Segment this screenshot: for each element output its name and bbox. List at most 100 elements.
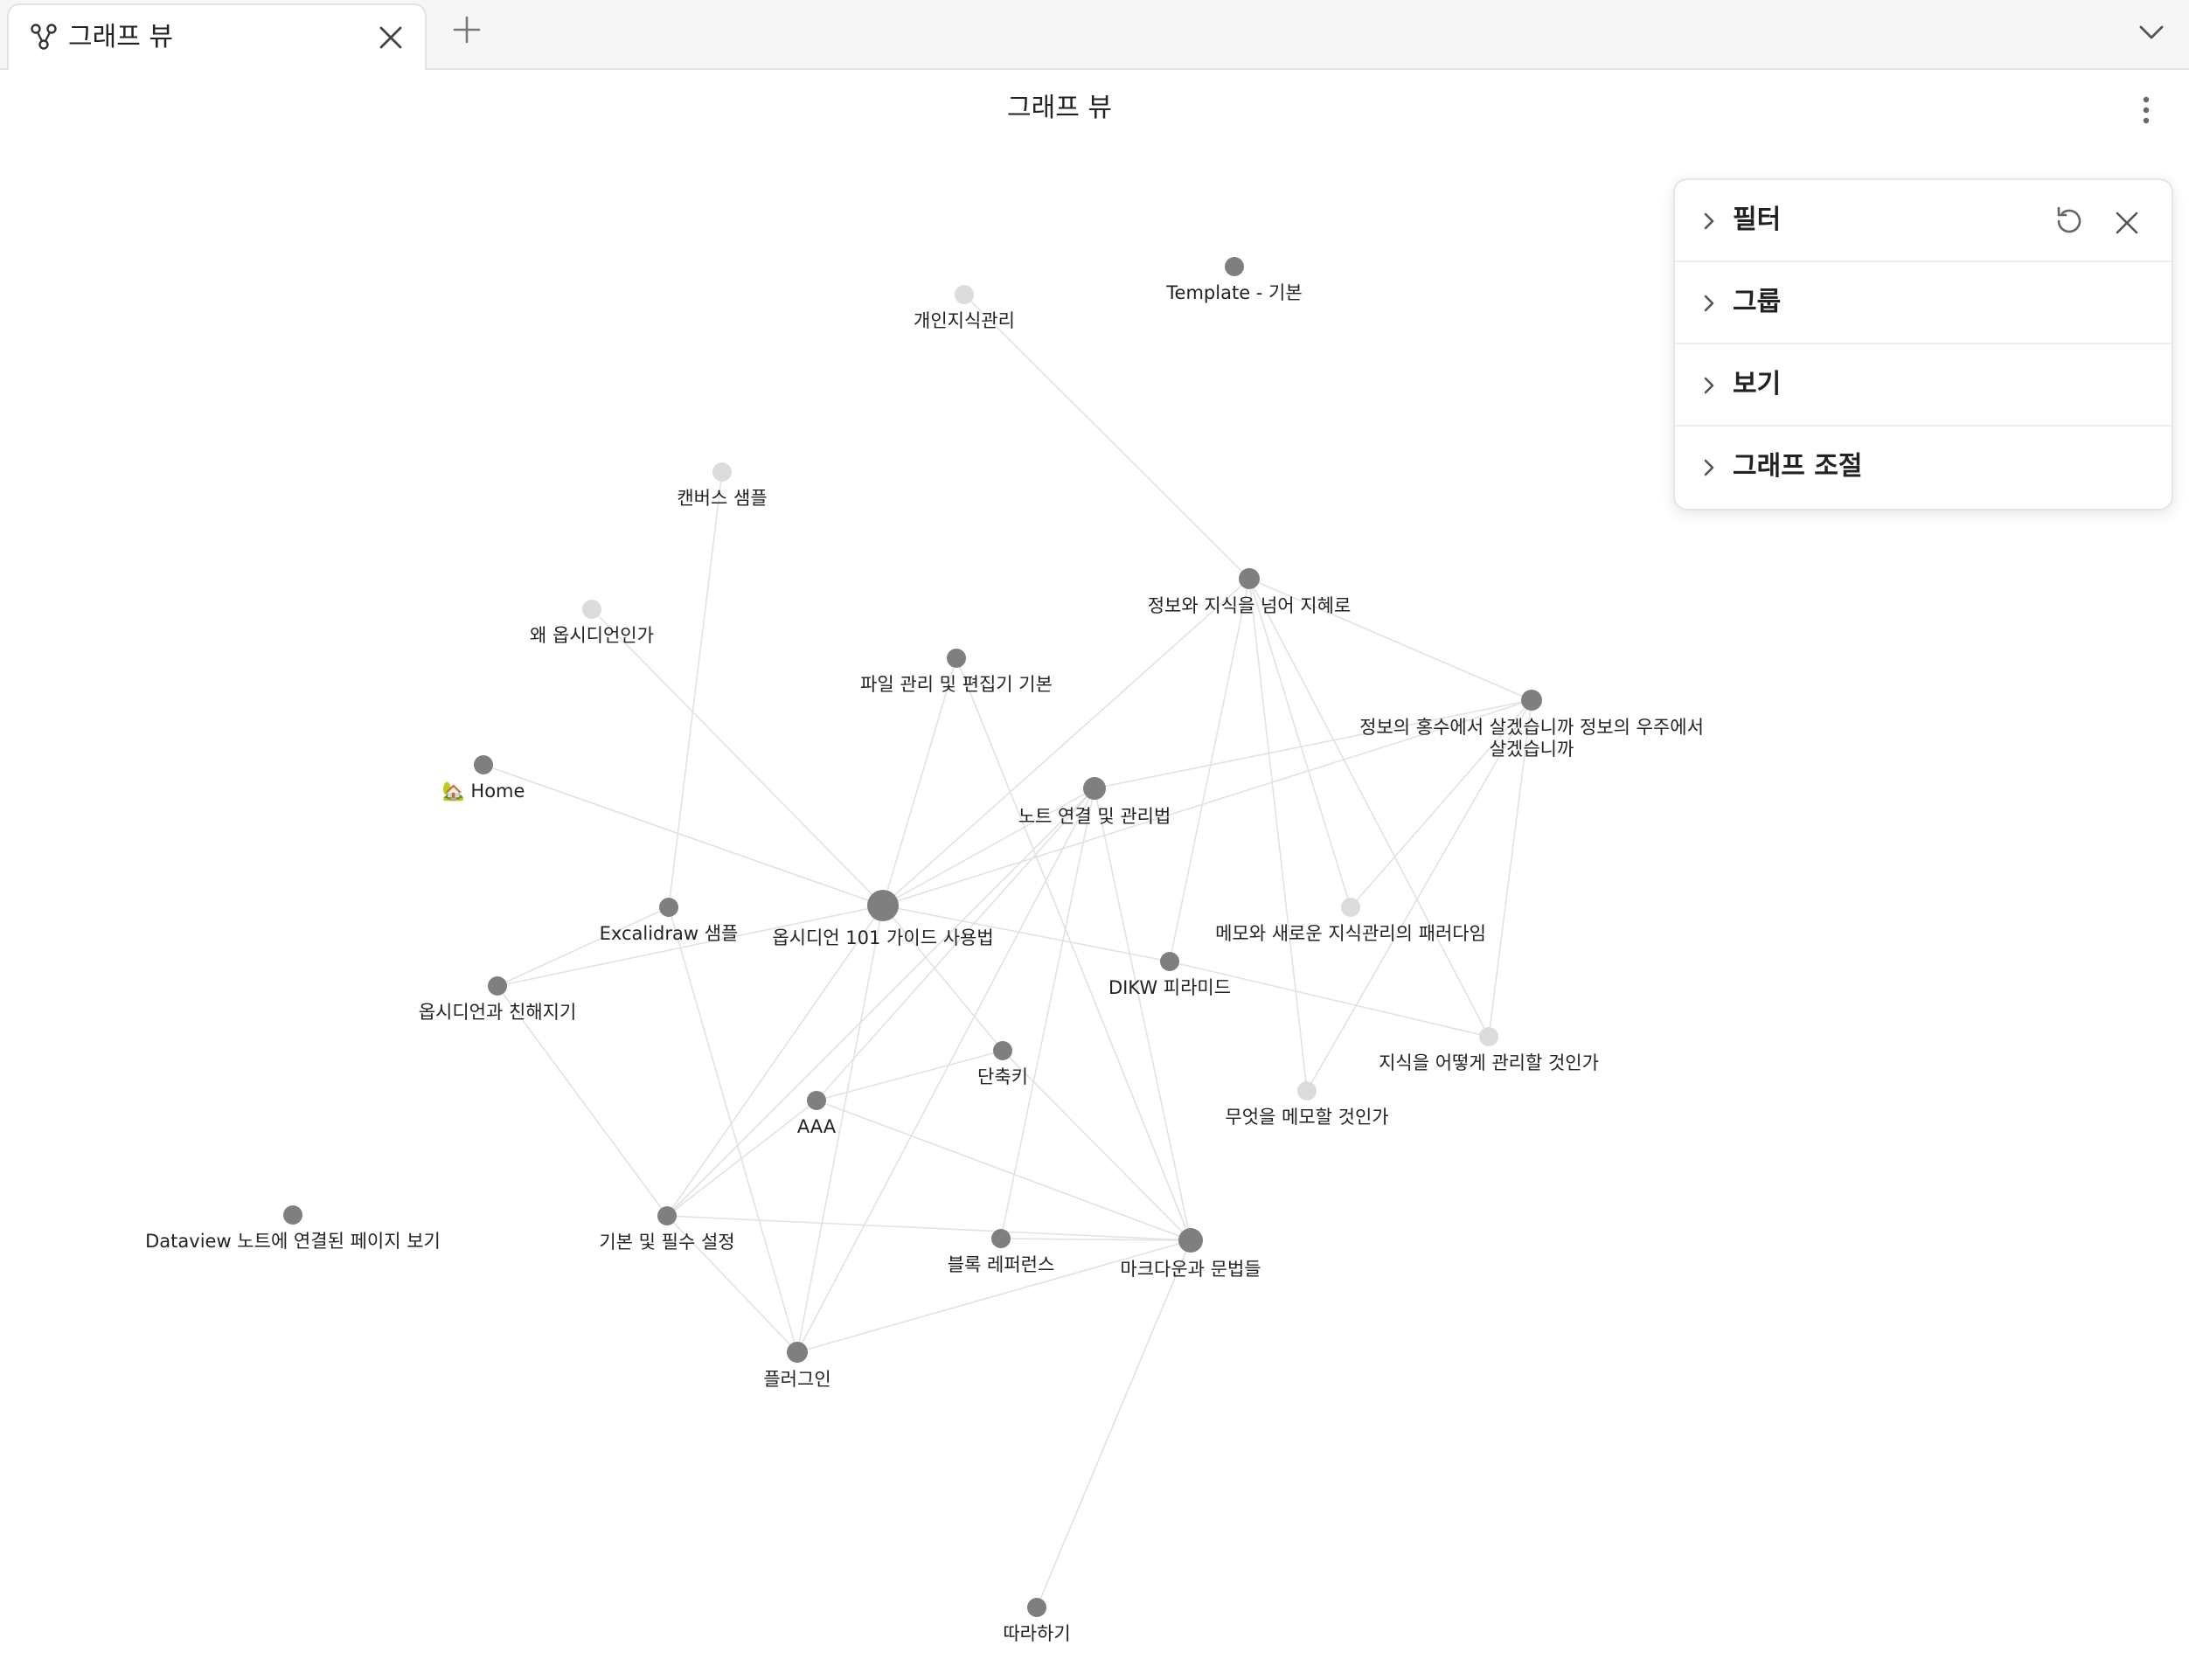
graph-node-label: Dataview 노트에 연결된 페이지 보기 bbox=[145, 1231, 441, 1252]
graph-node-friends[interactable]: 옵시디언과 친해지기 bbox=[419, 976, 577, 1023]
graph-edge bbox=[497, 985, 668, 1217]
graph-node-plugin[interactable]: 플러그인 bbox=[763, 1342, 831, 1390]
chevron-right-icon bbox=[1704, 377, 1714, 394]
graph-node-dot[interactable] bbox=[993, 1041, 1012, 1060]
section-label: 그래프 조절 bbox=[1733, 451, 1863, 482]
graph-node-dot[interactable] bbox=[955, 285, 974, 304]
graph-node-dikw[interactable]: DIKW 피라미드 bbox=[1108, 952, 1231, 998]
graph-node-what[interactable]: 무엇을 메모할 것인가 bbox=[1225, 1081, 1389, 1128]
graph-node-home[interactable]: 🏡 Home bbox=[442, 755, 525, 802]
close-icon[interactable] bbox=[2114, 210, 2140, 236]
tab-graph-view[interactable]: 그래프 뷰 bbox=[7, 3, 427, 70]
section-display[interactable]: 보기 bbox=[1675, 344, 2172, 427]
graph-edge bbox=[1350, 699, 1532, 908]
graph-node-dot[interactable] bbox=[1479, 1027, 1498, 1046]
graph-edges bbox=[483, 294, 1532, 1608]
graph-node-label: 옵시디언과 친해지기 bbox=[419, 1002, 577, 1023]
graph-edge bbox=[882, 578, 1250, 906]
graph-node-basic[interactable]: 기본 및 필수 설정 bbox=[599, 1206, 735, 1253]
graph-edge bbox=[1306, 699, 1532, 1092]
graph-node-dot[interactable] bbox=[712, 462, 732, 482]
graph-node-pkm[interactable]: 개인지식관리 bbox=[914, 285, 1015, 331]
graph-node-dot[interactable] bbox=[474, 755, 493, 774]
chevron-right-icon bbox=[1704, 295, 1714, 312]
chevron-down-icon[interactable] bbox=[2137, 17, 2166, 47]
graph-node-dot[interactable] bbox=[787, 1342, 808, 1363]
graph-edge bbox=[668, 906, 798, 1353]
graph-edge bbox=[483, 764, 884, 906]
graph-edge bbox=[1169, 578, 1250, 962]
graph-node-dot[interactable] bbox=[947, 649, 966, 668]
graph-node-aaa[interactable]: AAA bbox=[797, 1091, 837, 1137]
graph-node-guide[interactable]: 옵시디언 101 가이드 사용법 bbox=[772, 890, 994, 948]
graph-node-canvas[interactable]: 캔버스 샘플 bbox=[677, 462, 768, 509]
graph-node-label: 기본 및 필수 설정 bbox=[599, 1232, 734, 1253]
graph-node-label: 따라하기 bbox=[1003, 1623, 1070, 1644]
graph-node-dataview[interactable]: Dataview 노트에 연결된 페이지 보기 bbox=[145, 1205, 441, 1252]
tab-title: 그래프 뷰 bbox=[68, 22, 173, 52]
graph-edge bbox=[956, 657, 1192, 1241]
section-filter[interactable]: 필터 bbox=[1675, 180, 2172, 262]
graph-node-dot[interactable] bbox=[867, 890, 899, 921]
graph-node-dot[interactable] bbox=[1239, 568, 1260, 589]
graph-node-template[interactable]: Template - 기본 bbox=[1165, 257, 1303, 303]
graph-node-dot[interactable] bbox=[991, 1229, 1011, 1248]
graph-node-dot[interactable] bbox=[1160, 952, 1179, 971]
graph-edge bbox=[1094, 699, 1532, 789]
graph-node-dot[interactable] bbox=[1083, 777, 1106, 800]
graph-node-label: 살겠습니까 bbox=[1490, 739, 1574, 760]
graph-node-dot[interactable] bbox=[1341, 898, 1360, 917]
graph-edge bbox=[668, 471, 723, 908]
graph-node-blockref[interactable]: 블록 레퍼런스 bbox=[948, 1229, 1055, 1275]
graph-edge bbox=[591, 608, 884, 906]
new-tab-icon[interactable] bbox=[451, 14, 483, 45]
graph-node-dot[interactable] bbox=[1225, 257, 1244, 276]
graph-settings-panel: 필터 그룹 보기 그래프 조절 bbox=[1673, 178, 2173, 510]
graph-node-dot[interactable] bbox=[659, 898, 678, 917]
graph-node-label: 노트 연결 및 관리법 bbox=[1018, 806, 1171, 827]
graph-edge bbox=[666, 1215, 1192, 1241]
graph-node-wisdom[interactable]: 정보와 지식을 넘어 지혜로 bbox=[1148, 568, 1352, 616]
section-groups[interactable]: 그룹 bbox=[1675, 262, 2172, 344]
graph-node-dot[interactable] bbox=[807, 1091, 826, 1110]
graph-node-label: 개인지식관리 bbox=[914, 310, 1015, 331]
graph-node-dot[interactable] bbox=[582, 600, 601, 619]
graph-node-dot[interactable] bbox=[1027, 1598, 1046, 1617]
graph-node-follow[interactable]: 따라하기 bbox=[1003, 1598, 1071, 1644]
section-forces[interactable]: 그래프 조절 bbox=[1675, 427, 2172, 509]
graph-node-how[interactable]: 지식을 어떻게 관리할 것인가 bbox=[1379, 1027, 1599, 1073]
graph-node-file[interactable]: 파일 관리 및 편집기 기본 bbox=[860, 649, 1053, 695]
graph-edge bbox=[882, 905, 1171, 962]
graph-node-label: Template - 기본 bbox=[1165, 282, 1302, 303]
more-options-icon[interactable] bbox=[2131, 94, 2161, 126]
graph-node-why[interactable]: 왜 옵시디언인가 bbox=[530, 600, 654, 646]
graph-node-label: 메모와 새로운 지식관리의 패러다임 bbox=[1215, 923, 1486, 944]
graph-node-noteconn[interactable]: 노트 연결 및 관리법 bbox=[1018, 777, 1171, 827]
graph-edge bbox=[1248, 578, 1490, 1038]
graph-node-label: 무엇을 메모할 것인가 bbox=[1225, 1107, 1388, 1128]
graph-edge bbox=[1036, 1239, 1192, 1608]
graph-node-dot[interactable] bbox=[1178, 1228, 1203, 1253]
graph-node-dot[interactable] bbox=[1297, 1081, 1317, 1100]
graph-node-dot[interactable] bbox=[283, 1205, 302, 1225]
graph-edge bbox=[1000, 788, 1095, 1239]
graph-node-dot[interactable] bbox=[657, 1206, 677, 1225]
graph-node-markdown[interactable]: 마크다운과 문법들 bbox=[1120, 1228, 1261, 1280]
graph-node-label: 블록 레퍼런스 bbox=[948, 1254, 1055, 1275]
graph-edge bbox=[882, 788, 1095, 906]
graph-edge bbox=[1248, 578, 1532, 701]
close-tab-icon[interactable] bbox=[376, 23, 406, 52]
graph-edge bbox=[796, 1239, 1192, 1353]
graph-node-excal[interactable]: Excalidraw 샘플 bbox=[600, 898, 739, 944]
reset-icon[interactable] bbox=[2051, 203, 2088, 240]
graph-node-label: 마크다운과 문법들 bbox=[1120, 1259, 1261, 1280]
graph-edge bbox=[882, 657, 957, 906]
graph-node-memo[interactable]: 메모와 새로운 지식관리의 패러다임 bbox=[1215, 898, 1486, 944]
graph-node-label: DIKW 피라미드 bbox=[1108, 977, 1231, 998]
graph-node-hotkey[interactable]: 단축키 bbox=[977, 1041, 1028, 1087]
graph-node-dot[interactable] bbox=[488, 976, 507, 996]
graph-node-dot[interactable] bbox=[1521, 690, 1542, 711]
